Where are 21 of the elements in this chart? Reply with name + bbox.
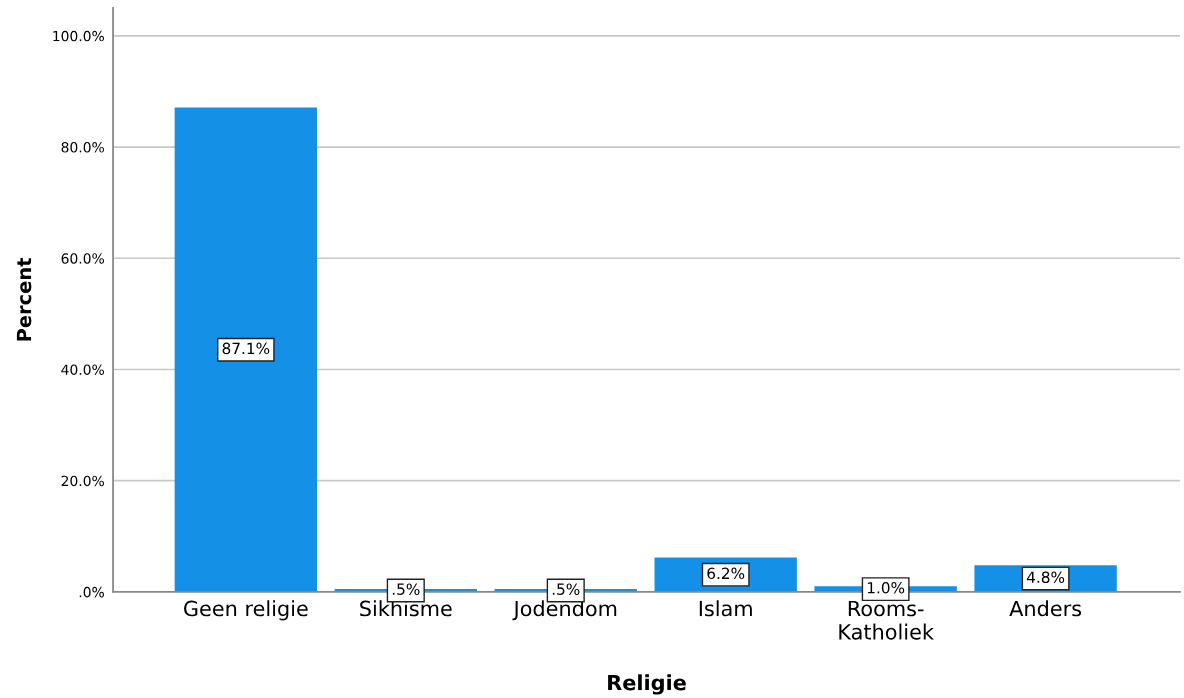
x-tick-label: Anders	[1009, 600, 1082, 617]
y-tick-label: 80.0%	[61, 142, 104, 153]
y-tick-label: 20.0%	[61, 475, 104, 487]
x-axis-title: Religie	[608, 674, 686, 695]
x-tick-label: Geen religie	[184, 600, 308, 621]
y-tick-label: 60.0%	[61, 253, 104, 264]
x-tick-label: Rooms- Katholiek	[839, 600, 934, 640]
data-label: 87.1%	[222, 342, 270, 355]
y-tick-label: 40.0%	[61, 364, 104, 375]
x-tick-label: Jodendom	[512, 600, 617, 621]
data-label: 1.0%	[867, 582, 905, 594]
y-tick-label: .0%	[79, 586, 104, 598]
data-label: .5%	[552, 583, 580, 595]
data-label: 6.2%	[707, 567, 745, 580]
x-tick-label: Islam	[699, 600, 752, 617]
data-label: .5%	[392, 583, 420, 595]
y-tick-label: 100.0%	[53, 30, 104, 42]
bar	[174, 107, 318, 592]
y-axis-title: Percent	[16, 257, 32, 341]
x-tick-label: Sikhisme	[360, 600, 452, 617]
data-label: 4.8%	[1026, 571, 1065, 583]
